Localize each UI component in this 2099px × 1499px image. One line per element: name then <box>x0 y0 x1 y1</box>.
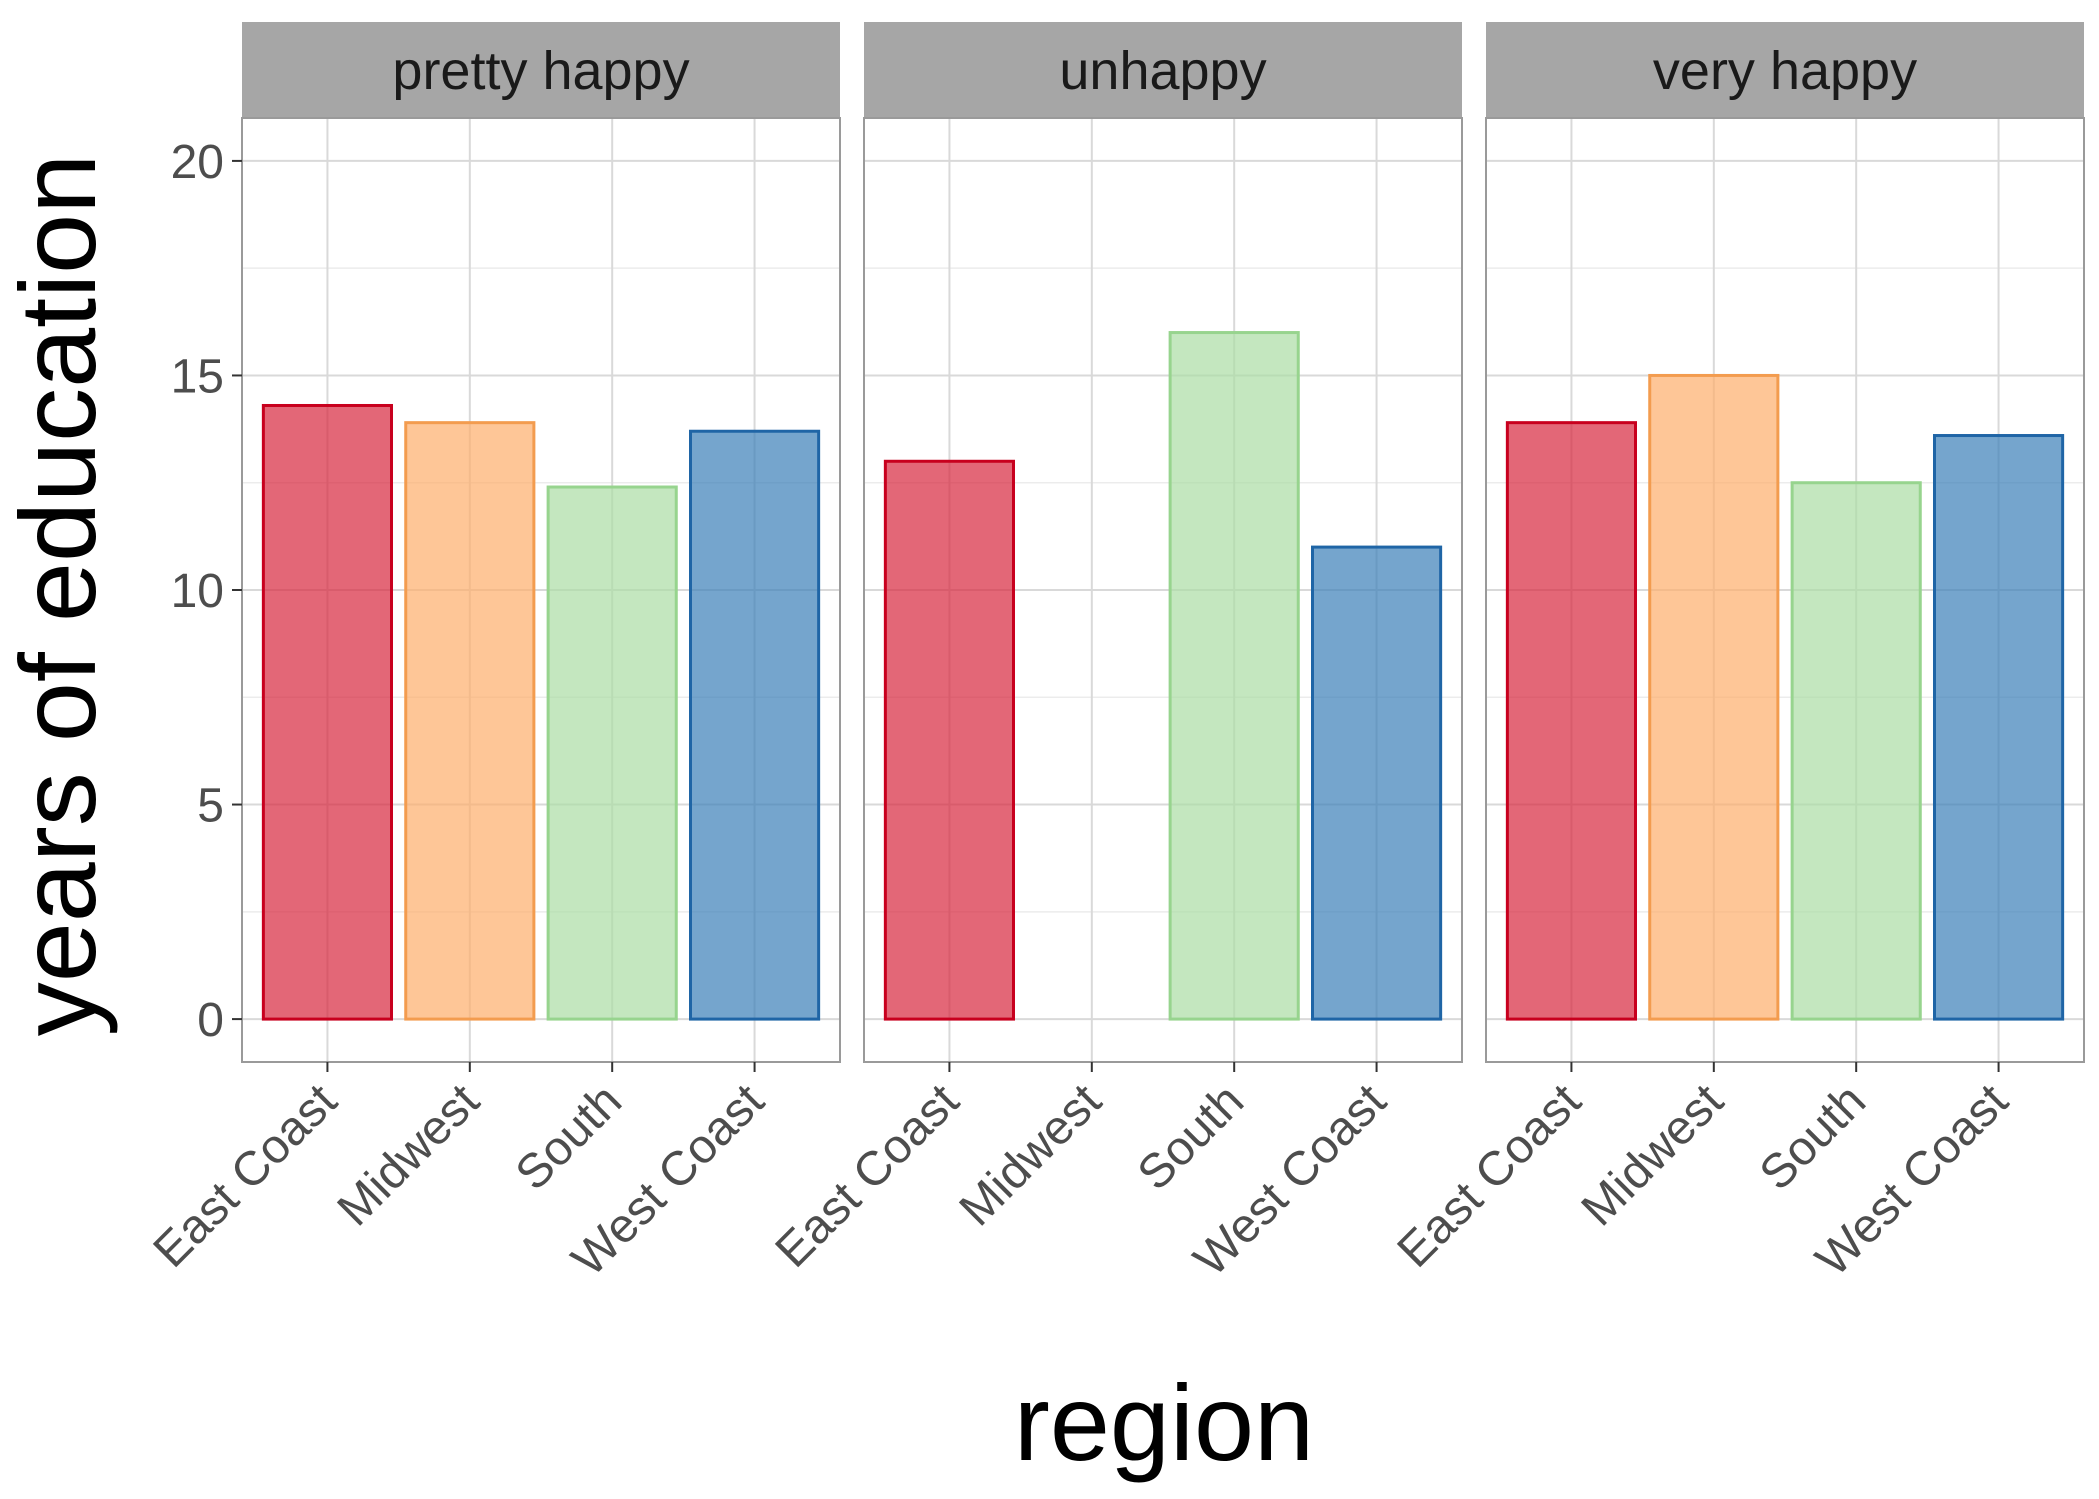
facet-strip-label: pretty happy <box>392 41 689 101</box>
facet-strip-label: very happy <box>1653 41 1917 101</box>
panel-border <box>863 117 1463 1063</box>
y-tick-label: 20 <box>171 136 224 189</box>
y-axis: 0 5 10 15 20 <box>171 136 242 1047</box>
facet-strip <box>242 22 840 118</box>
x-tick-label: East Coast <box>1388 1074 1591 1277</box>
bar <box>546 485 678 1021</box>
facet-strip-label: unhappy <box>1059 41 1266 101</box>
x-axis-title: region <box>1014 1362 1314 1483</box>
bar <box>1168 331 1300 1021</box>
y-tick-label: 10 <box>171 565 224 618</box>
bar <box>1505 421 1638 1021</box>
facet-strip <box>864 22 1462 118</box>
bar <box>1311 545 1443 1021</box>
x-tick-label: South <box>1750 1074 1876 1200</box>
x-tick-label: Midwest <box>328 1074 490 1236</box>
bar <box>261 403 393 1021</box>
y-axis-title: years of education <box>0 154 118 1037</box>
bar <box>1933 434 2065 1021</box>
y-tick-label: 5 <box>197 780 224 833</box>
panel-border <box>1485 117 2085 1063</box>
y-tick-label: 15 <box>171 350 224 403</box>
x-tick-label: East Coast <box>144 1074 347 1277</box>
bar <box>883 459 1015 1021</box>
x-tick-label: South <box>1128 1074 1254 1200</box>
y-tick-label: 0 <box>197 994 224 1047</box>
x-tick-label: East Coast <box>766 1074 969 1277</box>
bar <box>404 421 536 1021</box>
bar <box>1648 373 1780 1021</box>
x-tick-label: Midwest <box>1572 1074 1734 1236</box>
facet-strip <box>1486 22 2084 118</box>
x-tick-label: Midwest <box>950 1074 1112 1236</box>
bar <box>689 429 821 1021</box>
bar <box>1790 481 1922 1021</box>
x-tick-label: South <box>506 1074 632 1200</box>
